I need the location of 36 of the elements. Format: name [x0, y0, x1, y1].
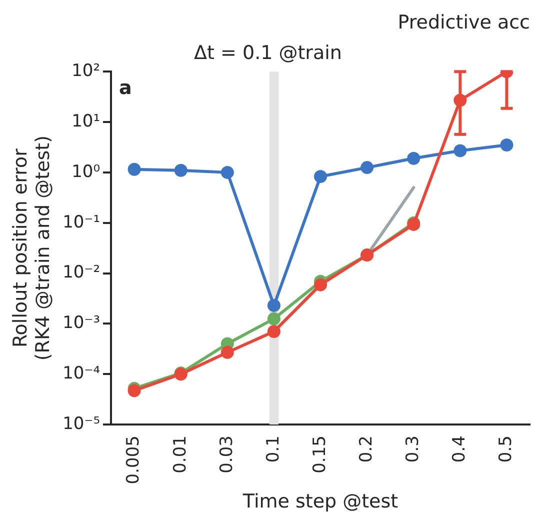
- y-tick-label: 10⁻⁴: [62, 364, 100, 384]
- point: [454, 144, 467, 158]
- point: [500, 138, 514, 152]
- point: [174, 164, 188, 177]
- y-tick-label: 10²: [72, 61, 100, 82]
- point: [267, 298, 280, 312]
- x-tick-label: 0.03: [216, 436, 237, 474]
- point: [314, 278, 328, 292]
- point: [314, 170, 328, 184]
- point: [267, 312, 280, 326]
- y-tick-label: 10¹: [72, 111, 100, 132]
- point: [267, 325, 280, 338]
- y-axis-title: Rollout position error (RK4 @train and @test): [9, 135, 54, 361]
- x-tick-label: 0.15: [310, 436, 330, 474]
- point: [220, 346, 234, 359]
- x-axis-title: Time step @test: [242, 490, 398, 513]
- x-tick-label: 0.4: [450, 436, 470, 463]
- point: [128, 384, 141, 398]
- x-tick-label: 0.2: [356, 436, 376, 463]
- y-tick-label: 10⁻¹: [62, 212, 100, 232]
- y-tick-label: 10⁻²: [62, 262, 100, 283]
- x-tick-label: 0.005: [124, 436, 144, 484]
- chart-title: Predictive acc: [398, 11, 530, 34]
- x-tick-label: 0.3: [403, 436, 424, 463]
- y-tick-label: 10⁻⁵: [62, 414, 100, 434]
- y-tick-label: 10⁻³: [62, 313, 100, 334]
- x-tick-label: 0.1: [263, 436, 284, 463]
- x-tick-label: 0.5: [496, 436, 516, 463]
- point: [360, 161, 374, 174]
- chart-subtitle: Δt = 0.1 @train: [194, 42, 342, 64]
- point: [407, 152, 420, 165]
- point: [128, 162, 141, 176]
- x-tick-label: 0.01: [170, 436, 190, 474]
- y-tick-label: 10⁰: [72, 162, 100, 182]
- annotation: a: [119, 77, 132, 100]
- point: [220, 166, 234, 179]
